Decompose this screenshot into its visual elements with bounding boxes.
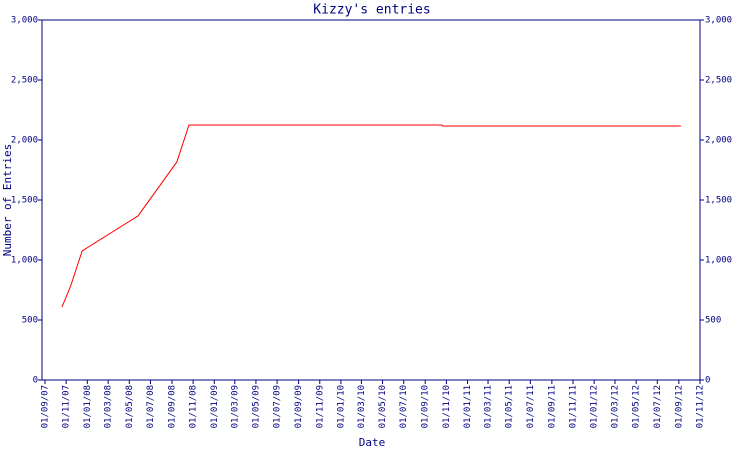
x-tick-label: 01/11/11 — [569, 385, 579, 428]
y2-tick-label: 2,500 — [705, 76, 732, 86]
x-tick-label: 01/07/11 — [526, 385, 536, 428]
x-tick-label: 01/11/09 — [315, 385, 325, 428]
x-tick-label: 01/03/11 — [484, 385, 494, 428]
x-tick-label: 01/11/12 — [696, 385, 706, 428]
x-tick-label: 01/11/08 — [189, 385, 199, 428]
y-tick-label: 1,500 — [11, 196, 38, 206]
x-tick-label: 01/09/12 — [674, 385, 684, 428]
x-tick-label: 01/05/10 — [378, 385, 388, 428]
y2-tick-label: 2,000 — [705, 136, 732, 146]
x-tick-label: 01/07/10 — [399, 385, 409, 428]
x-tick-label: 01/05/12 — [632, 385, 642, 428]
y-tick-label: 3,000 — [11, 16, 38, 26]
x-tick-label: 01/01/08 — [83, 385, 93, 428]
y2-tick-label: 1,500 — [705, 196, 732, 206]
plot-frame — [41, 19, 701, 381]
y-axis-label: Number of Entries — [1, 144, 14, 257]
x-tick-label: 01/09/10 — [421, 385, 431, 428]
x-tick-label: 01/01/09 — [210, 385, 220, 428]
x-tick-label: 01/01/12 — [590, 385, 600, 428]
x-tick-label: 01/05/11 — [505, 385, 515, 428]
x-tick-label: 01/07/12 — [653, 385, 663, 428]
line — [61, 124, 681, 308]
x-tick-label: 01/01/11 — [463, 385, 473, 428]
x-axis-label: Date — [359, 436, 386, 449]
x-tick-label: 01/07/09 — [273, 385, 283, 428]
x-tick-label: 01/05/08 — [125, 385, 135, 428]
x-tick-label: 01/03/08 — [104, 385, 114, 428]
y-tick-label: 1,000 — [11, 256, 38, 266]
x-tick-label: 01/07/08 — [146, 385, 156, 428]
chart-title: Kizzy's entries — [313, 3, 430, 18]
y2-tick-label: 0 — [705, 376, 710, 386]
x-tick-label: 01/01/10 — [336, 385, 346, 428]
x-tick-label: 01/03/10 — [357, 385, 367, 428]
x-tick-label: 01/03/09 — [230, 385, 240, 428]
x-tick-label: 01/11/10 — [442, 385, 452, 428]
x-tick-label: 01/09/11 — [547, 385, 557, 428]
x-tick-label: 01/09/08 — [167, 385, 177, 428]
y2-tick-label: 1,000 — [705, 256, 732, 266]
x-tick-label: 01/09/09 — [294, 385, 304, 428]
y-tick-label: 2,500 — [11, 76, 38, 86]
x-tick-label: 01/11/07 — [62, 385, 72, 428]
x-tick-label: 01/03/12 — [611, 385, 621, 428]
x-tick-label: 01/09/07 — [41, 385, 51, 428]
y-tick-label: 0 — [33, 376, 38, 386]
y2-tick-label: 3,000 — [705, 16, 732, 26]
y2-tick-label: 500 — [705, 316, 721, 326]
x-tick-label: 01/05/09 — [251, 385, 261, 428]
y-tick-label: 2,000 — [11, 136, 38, 146]
y-tick-label: 500 — [22, 316, 38, 326]
